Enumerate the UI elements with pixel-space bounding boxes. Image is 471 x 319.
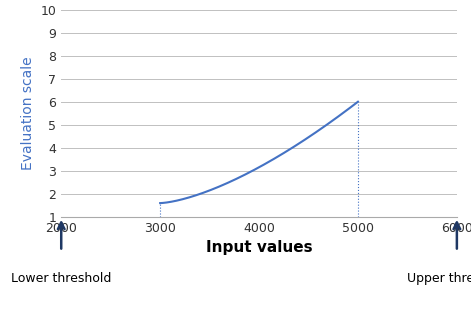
Y-axis label: Evaluation scale: Evaluation scale [21, 56, 35, 170]
Text: Upper threshold: Upper threshold [406, 272, 471, 285]
X-axis label: Input values: Input values [206, 240, 312, 255]
Text: Lower threshold: Lower threshold [11, 272, 112, 285]
